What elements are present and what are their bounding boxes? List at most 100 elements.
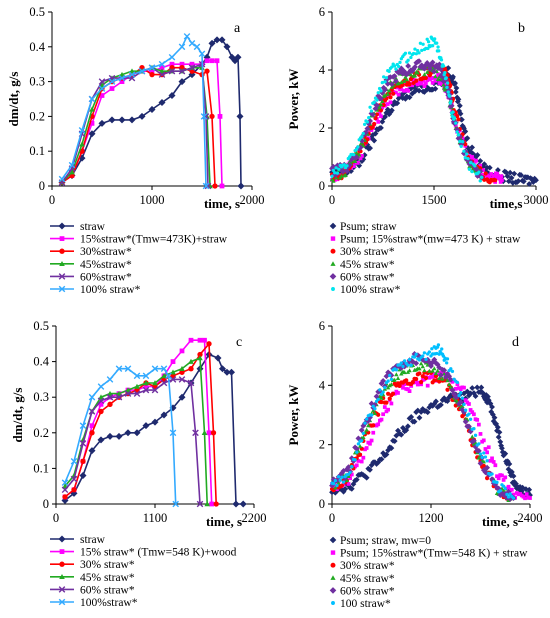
data-point — [384, 106, 391, 113]
data-point — [193, 43, 201, 51]
data-point — [464, 135, 471, 142]
legend-entry: 45%straw* — [50, 259, 132, 271]
data-point — [435, 368, 440, 373]
legend-marker — [329, 222, 337, 230]
data-point — [368, 105, 372, 109]
legend-marker — [331, 601, 335, 605]
data-point — [335, 483, 339, 488]
data-point — [335, 171, 340, 175]
data-point — [354, 463, 359, 468]
data-point — [404, 77, 409, 82]
data-point — [353, 476, 360, 483]
data-point — [462, 385, 466, 390]
data-point — [491, 460, 496, 464]
data-point — [148, 64, 156, 71]
data-point — [168, 53, 176, 61]
data-point — [380, 80, 384, 85]
data-point — [201, 430, 208, 436]
data-point — [436, 343, 441, 347]
data-point — [420, 374, 425, 379]
data-point — [179, 61, 185, 67]
data-point — [236, 112, 244, 120]
data-point — [178, 78, 186, 86]
data-point — [513, 480, 519, 487]
data-point — [97, 397, 105, 405]
data-point — [69, 169, 75, 175]
data-point — [473, 164, 477, 168]
data-point — [178, 43, 186, 51]
series-2 — [330, 370, 532, 501]
data-point — [497, 438, 504, 445]
data-point — [209, 501, 215, 507]
data-point — [382, 113, 388, 120]
data-point — [432, 85, 439, 92]
data-point — [511, 492, 516, 497]
data-point — [357, 452, 363, 457]
data-point — [70, 489, 78, 497]
data-point — [378, 95, 384, 102]
data-point — [523, 496, 527, 501]
data-point — [503, 486, 507, 491]
data-point — [360, 134, 364, 139]
data-point — [410, 380, 415, 385]
data-point — [341, 480, 346, 484]
y-axis-label: Power, kW — [286, 385, 301, 446]
legend-label: 30% straw* — [80, 559, 135, 571]
x-tick-label: 1100 — [143, 511, 168, 525]
data-point — [433, 371, 439, 376]
data-point — [456, 102, 463, 109]
data-point — [420, 48, 424, 53]
data-point — [437, 401, 444, 408]
data-point — [413, 47, 417, 51]
data-point — [477, 442, 481, 446]
y-tick-label: 0 — [39, 179, 45, 193]
legend-entry: 45% straw* — [330, 573, 395, 585]
data-point — [208, 39, 216, 47]
data-point — [452, 89, 459, 95]
data-point — [89, 423, 95, 429]
data-point — [209, 58, 215, 64]
data-point — [485, 450, 489, 455]
data-point — [108, 78, 116, 85]
data-point — [393, 76, 399, 80]
data-point — [436, 61, 443, 68]
data-point — [128, 116, 136, 124]
legend-entry: Psum; 15%straw*(mw=473 K) + straw — [330, 234, 521, 246]
data-point — [419, 382, 423, 387]
data-point — [188, 337, 194, 343]
data-point — [88, 393, 96, 401]
data-point — [340, 475, 344, 479]
data-point — [454, 121, 458, 125]
data-point — [390, 65, 394, 69]
data-point — [355, 161, 360, 165]
data-point — [394, 368, 398, 372]
legend-label: 60% straw* — [340, 585, 395, 597]
legend-entry: straw — [50, 221, 106, 233]
data-point — [508, 175, 515, 181]
series-line — [61, 59, 223, 187]
data-point — [511, 170, 518, 177]
data-point — [169, 429, 177, 437]
panel-letter: c — [236, 335, 242, 350]
y-axis-label: dm/dt, g/s — [10, 388, 25, 443]
y-tick-label: 0.2 — [29, 109, 45, 123]
data-point — [422, 377, 427, 382]
data-point — [359, 459, 364, 464]
data-point — [445, 81, 450, 85]
data-point — [151, 386, 159, 394]
data-point — [142, 372, 150, 380]
data-point — [493, 178, 498, 183]
data-point — [422, 351, 427, 355]
data-point — [435, 77, 441, 82]
data-point — [450, 73, 456, 80]
data-point — [129, 68, 135, 74]
data-point — [440, 376, 445, 381]
y-tick-label: 0 — [319, 179, 325, 193]
data-point — [420, 364, 425, 369]
data-point — [143, 380, 149, 386]
data-point — [142, 386, 150, 394]
data-point — [467, 148, 474, 155]
data-point — [460, 140, 465, 144]
y-tick-label: 2 — [319, 121, 325, 135]
